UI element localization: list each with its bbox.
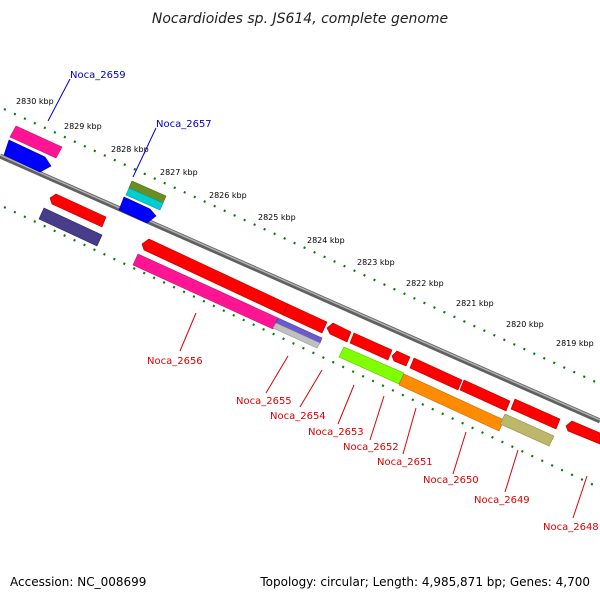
topology-summary-text: Topology: circular; Length: 4,985,871 bp…	[259, 575, 590, 589]
tick-label-2826: 2826 kbp	[209, 191, 247, 200]
tick-label-2819: 2819 kbp	[556, 339, 594, 348]
gene-red-2649b[interactable]	[510, 398, 561, 430]
tick-label-2829: 2829 kbp	[64, 122, 102, 131]
gene-label-noca-2654[interactable]: Noca_2654	[270, 411, 326, 422]
gene-noca-2649-khaki[interactable]	[499, 413, 555, 447]
gene-blue-small[interactable]	[118, 196, 157, 224]
map-title: Nocardioides sp. JS614, complete genome	[152, 11, 448, 27]
tick-label-2828: 2828 kbp	[111, 145, 149, 154]
tick-label-2820: 2820 kbp	[506, 320, 544, 329]
gene-navy[interactable]	[38, 207, 103, 247]
tick-label-2821: 2821 kbp	[456, 299, 494, 308]
gene-red-2652[interactable]	[349, 332, 393, 361]
gene-red-2654[interactable]	[282, 303, 328, 334]
gene-label-noca-2648[interactable]: Noca_2648	[543, 522, 599, 533]
gene-noca-2648-red[interactable]	[565, 420, 600, 445]
reverse-label-leaders	[179, 312, 588, 519]
gene-label-noca-2655[interactable]: Noca_2655	[236, 396, 292, 407]
gene-label-noca-2653[interactable]: Noca_2653	[308, 427, 364, 438]
gene-red-2653[interactable]	[326, 322, 352, 343]
gene-red-2650[interactable]	[409, 357, 463, 391]
gene-label-noca-2659[interactable]: Noca_2659	[70, 70, 126, 81]
forward-genes	[3, 125, 167, 224]
gene-red-long[interactable]	[141, 238, 289, 316]
tick-label-2830: 2830 kbp	[16, 97, 54, 106]
gene-noca-2658-blue[interactable]	[3, 139, 52, 173]
gene-label-noca-2657[interactable]: Noca_2657	[156, 119, 212, 130]
tick-label-2824: 2824 kbp	[307, 236, 345, 245]
tick-label-2825: 2825 kbp	[258, 213, 296, 222]
reverse-genes	[38, 193, 600, 447]
gene-label-noca-2652[interactable]: Noca_2652	[343, 442, 399, 453]
genome-backbone	[0, 153, 600, 424]
inner-tick-track	[3, 206, 600, 489]
tick-labels: 2830 kbp 2829 kbp 2828 kbp 2827 kbp 2826…	[16, 97, 594, 348]
gene-noca-2650-orange[interactable]	[398, 373, 505, 432]
outer-tick-track	[3, 108, 600, 385]
gene-red-2649[interactable]	[459, 379, 511, 412]
gene-noca-2655-silver[interactable]	[272, 322, 321, 349]
tick-label-2827: 2827 kbp	[160, 168, 198, 177]
gene-noca-2659-pink[interactable]	[9, 125, 63, 159]
gene-red-2651[interactable]	[391, 350, 411, 367]
gene-noca-2656-pink[interactable]	[132, 253, 279, 330]
gene-label-noca-2649[interactable]: Noca_2649	[474, 495, 530, 506]
tick-label-2823: 2823 kbp	[357, 258, 395, 267]
gene-noca-2653-lime[interactable]	[338, 346, 405, 385]
gene-noca-2657-cyan[interactable]	[125, 187, 164, 211]
gene-label-noca-2656[interactable]: Noca_2656	[147, 356, 203, 367]
accession-text: Accession: NC_008699	[10, 575, 146, 589]
tick-label-2822: 2822 kbp	[406, 279, 444, 288]
gene-label-noca-2650[interactable]: Noca_2650	[423, 475, 479, 486]
gene-red-left[interactable]	[49, 193, 107, 228]
gene-label-noca-2651[interactable]: Noca_2651	[377, 457, 433, 468]
forward-label-leaders	[47, 78, 157, 178]
